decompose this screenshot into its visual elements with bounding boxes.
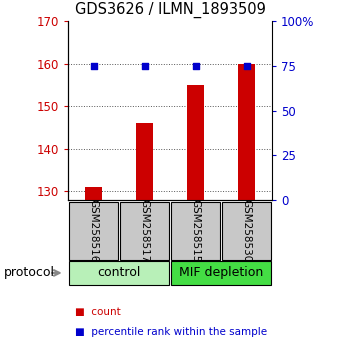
Text: MIF depletion: MIF depletion: [179, 267, 263, 279]
Bar: [69, 202, 118, 260]
Point: [244, 63, 249, 69]
Bar: [187, 85, 204, 200]
Text: ■  percentile rank within the sample: ■ percentile rank within the sample: [75, 327, 267, 337]
Text: GSM258516: GSM258516: [88, 199, 99, 263]
Point: [142, 63, 147, 69]
Bar: [120, 202, 169, 260]
Point: [91, 63, 96, 69]
Title: GDS3626 / ILMN_1893509: GDS3626 / ILMN_1893509: [74, 2, 266, 18]
Bar: [222, 202, 271, 260]
Text: GSM258530: GSM258530: [241, 199, 252, 263]
Point: [193, 63, 198, 69]
Bar: [171, 202, 220, 260]
Bar: [171, 261, 271, 285]
Text: GSM258515: GSM258515: [190, 199, 201, 263]
Text: protocol: protocol: [3, 267, 54, 279]
Text: control: control: [97, 267, 141, 279]
Bar: [85, 187, 102, 200]
Bar: [136, 124, 153, 200]
Bar: [238, 64, 255, 200]
Bar: [69, 261, 169, 285]
Text: GSM258517: GSM258517: [139, 199, 150, 263]
Text: ■  count: ■ count: [75, 307, 121, 316]
